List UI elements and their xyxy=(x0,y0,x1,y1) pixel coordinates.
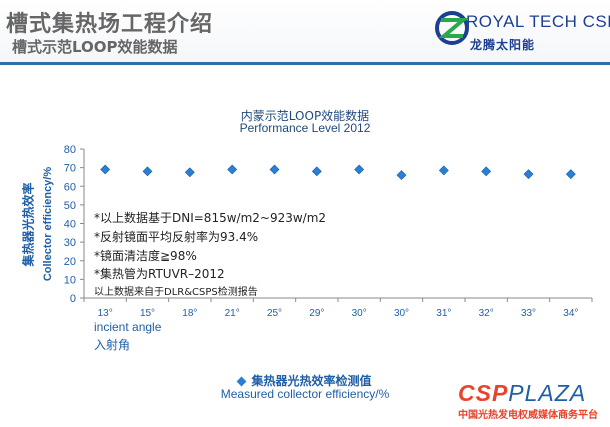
chart-title: 内蒙示范LOOP效能数据 xyxy=(240,109,370,123)
data-point xyxy=(396,170,407,180)
page-title: 槽式集热场工程介绍 xyxy=(6,12,214,37)
x-axis-label: incient angle xyxy=(94,320,162,334)
y-tick-label: 20 xyxy=(64,256,76,268)
x-tick-label: 34° xyxy=(563,308,578,319)
x-tick-label: 18° xyxy=(182,308,197,319)
page-subtitle: 槽式示范LOOP效能数据 xyxy=(12,38,178,56)
x-tick-label: 31° xyxy=(436,308,451,319)
data-point xyxy=(184,167,195,178)
x-tick-label: 13° xyxy=(98,308,113,319)
x-tick-label: 25° xyxy=(267,308,282,319)
data-point xyxy=(311,166,322,177)
csp-tagline: 中国光热发电权威媒体商务平台 xyxy=(458,410,598,421)
y-tick-label: 30 xyxy=(64,237,76,249)
x-tick-label: 15° xyxy=(140,308,155,319)
data-point xyxy=(481,166,492,177)
note-reflectivity: *反射镜面平均反射率为93.4% xyxy=(94,230,259,244)
data-point xyxy=(100,164,111,175)
x-tick-label: 21° xyxy=(225,308,240,319)
logo-text: ROYAL TECH CSP xyxy=(466,12,610,31)
note-receiver: *集热管为RTUVR–2012 xyxy=(94,267,225,281)
logo-text-cn: 龙腾太阳能 xyxy=(470,38,536,52)
csp-plaza-logo: CSPPLAZA xyxy=(458,380,586,407)
data-point xyxy=(354,164,365,175)
data-point xyxy=(227,164,238,175)
data-point xyxy=(438,165,449,176)
legend-label-en: Measured collector efficiency/% xyxy=(220,387,390,401)
royal-tech-logo-icon xyxy=(435,11,469,45)
data-point xyxy=(269,164,280,175)
y-tick-label: 40 xyxy=(64,219,76,231)
x-tick-label: 30° xyxy=(394,308,409,319)
data-point xyxy=(142,166,153,177)
x-tick-label: 32° xyxy=(479,308,494,319)
header-divider xyxy=(0,62,610,65)
y-tick-label: 70 xyxy=(64,163,76,175)
data-point xyxy=(523,169,534,180)
data-point xyxy=(565,169,576,180)
x-axis-label-cn: 入射角 xyxy=(94,338,131,352)
plaza-text: PLAZA xyxy=(508,380,587,406)
y-axis-label: Collector efficiency/% xyxy=(42,166,54,282)
y-tick-label: 0 xyxy=(70,293,76,305)
note-cleanliness: *镜面清洁度≧98% xyxy=(94,249,197,263)
x-tick-label: 33° xyxy=(521,308,536,319)
note-source: 以上数据来自于DLR&CSPS检测报告 xyxy=(94,287,258,298)
csp-text: CSP xyxy=(458,380,509,406)
note-dni: *以上数据基于DNI=815w/m2~923w/m2 xyxy=(94,211,327,225)
y-tick-label: 60 xyxy=(64,181,76,193)
x-tick-label: 29° xyxy=(309,308,324,319)
y-tick-label: 50 xyxy=(64,200,76,212)
slide-header xyxy=(0,0,610,62)
chart-subtitle: Performance Level 2012 xyxy=(239,121,371,135)
x-tick-label: 30° xyxy=(352,308,367,319)
legend-diamond-icon xyxy=(237,376,247,387)
chart-legend: 集热器光热效率检测值 xyxy=(0,372,610,389)
y-tick-label: 80 xyxy=(64,144,76,156)
y-axis-label-cn: 集热器光热效率 xyxy=(21,182,36,267)
y-tick-label: 10 xyxy=(64,274,76,286)
legend-label: 集热器光热效率检测值 xyxy=(251,374,372,388)
